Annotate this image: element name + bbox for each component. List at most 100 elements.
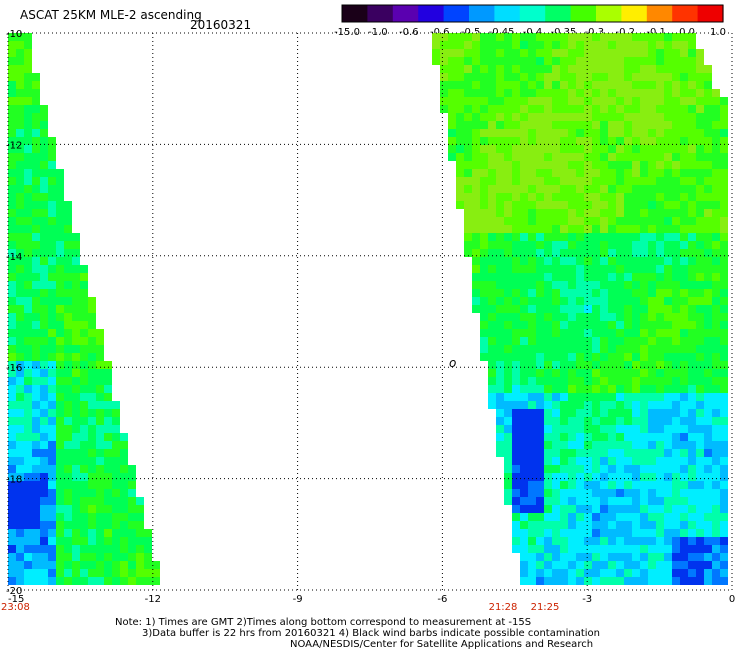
data-cell xyxy=(712,257,720,265)
data-cell xyxy=(488,321,496,329)
data-cell xyxy=(24,153,32,161)
data-cell xyxy=(536,193,544,201)
data-cell xyxy=(664,377,672,385)
data-cell xyxy=(536,73,544,81)
data-cell xyxy=(664,417,672,425)
data-cell xyxy=(624,321,632,329)
data-cell xyxy=(640,201,648,209)
data-cell xyxy=(720,345,728,353)
data-cell xyxy=(688,449,696,457)
data-cell xyxy=(616,497,624,505)
data-cell xyxy=(104,537,112,545)
data-cell xyxy=(520,177,528,185)
longitude-label: -15 xyxy=(8,594,24,605)
data-cell xyxy=(552,65,560,73)
data-cell xyxy=(608,377,616,385)
data-cell xyxy=(576,481,584,489)
data-cell xyxy=(656,129,664,137)
data-cell xyxy=(480,177,488,185)
data-cell xyxy=(528,457,536,465)
data-cell xyxy=(552,73,560,81)
data-cell xyxy=(24,73,32,81)
data-cell xyxy=(552,305,560,313)
data-cell xyxy=(40,345,48,353)
data-cell xyxy=(568,281,576,289)
data-cell xyxy=(696,57,704,65)
data-cell xyxy=(96,537,104,545)
data-cell xyxy=(712,289,720,297)
data-cell xyxy=(720,537,728,545)
data-cell xyxy=(544,393,552,401)
data-cell xyxy=(112,505,120,513)
data-cell xyxy=(576,201,584,209)
data-cell xyxy=(504,417,512,425)
data-cell xyxy=(448,89,456,97)
data-cell xyxy=(616,545,624,553)
data-cell xyxy=(640,305,648,313)
data-cell xyxy=(576,89,584,97)
data-cell xyxy=(32,361,40,369)
data-cell xyxy=(648,73,656,81)
data-cell xyxy=(464,121,472,129)
data-cell xyxy=(672,129,680,137)
data-cell xyxy=(72,281,80,289)
data-cell xyxy=(688,361,696,369)
data-cell xyxy=(552,297,560,305)
data-cell xyxy=(72,233,80,241)
data-cell xyxy=(112,425,120,433)
data-cell xyxy=(64,457,72,465)
data-cell xyxy=(640,409,648,417)
data-cell xyxy=(632,153,640,161)
data-cell xyxy=(480,313,488,321)
data-cell xyxy=(600,41,608,49)
data-cell xyxy=(504,393,512,401)
data-cell xyxy=(96,425,104,433)
data-cell xyxy=(8,465,16,473)
data-cell xyxy=(632,385,640,393)
data-cell xyxy=(624,553,632,561)
data-cell xyxy=(704,217,712,225)
data-cell xyxy=(72,553,80,561)
data-cell xyxy=(88,577,96,585)
data-cell xyxy=(16,217,24,225)
data-cell xyxy=(552,489,560,497)
data-cell xyxy=(568,489,576,497)
data-cell xyxy=(64,409,72,417)
data-cell xyxy=(40,473,48,481)
data-cell xyxy=(16,233,24,241)
data-cell xyxy=(24,489,32,497)
data-cell xyxy=(656,361,664,369)
data-cell xyxy=(560,233,568,241)
data-cell xyxy=(528,465,536,473)
data-cell xyxy=(56,289,64,297)
data-cell xyxy=(520,441,528,449)
data-cell xyxy=(56,273,64,281)
data-cell xyxy=(640,497,648,505)
data-cell xyxy=(472,113,480,121)
data-cell xyxy=(456,41,464,49)
data-cell xyxy=(576,345,584,353)
data-cell xyxy=(568,225,576,233)
data-cell xyxy=(640,145,648,153)
data-cell xyxy=(616,329,624,337)
data-cell xyxy=(680,393,688,401)
data-cell xyxy=(16,257,24,265)
data-cell xyxy=(72,537,80,545)
data-cell xyxy=(520,89,528,97)
data-cell xyxy=(720,417,728,425)
data-cell xyxy=(496,337,504,345)
data-cell xyxy=(712,193,720,201)
data-cell xyxy=(704,561,712,569)
data-cell xyxy=(624,105,632,113)
data-cell xyxy=(8,113,16,121)
data-cell xyxy=(96,481,104,489)
data-cell xyxy=(496,249,504,257)
data-cell xyxy=(576,33,584,41)
data-cell xyxy=(472,89,480,97)
colorbar-swatches xyxy=(342,5,724,22)
data-cell xyxy=(624,97,632,105)
data-cell xyxy=(536,169,544,177)
data-cell xyxy=(544,129,552,137)
data-cell xyxy=(464,41,472,49)
data-cell xyxy=(608,65,616,73)
